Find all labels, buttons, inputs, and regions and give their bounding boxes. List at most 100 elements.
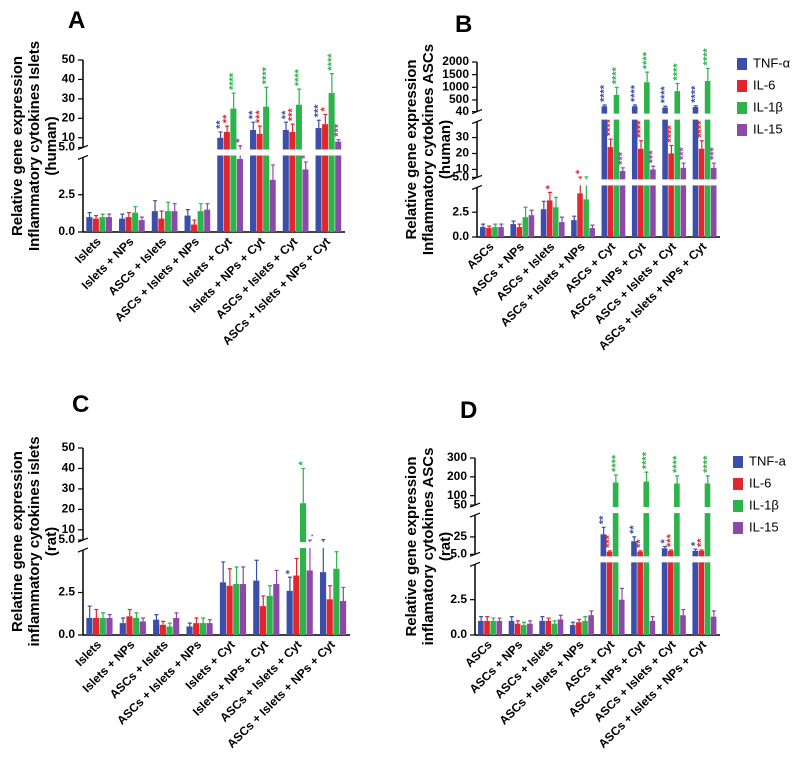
bar bbox=[486, 228, 492, 237]
bar bbox=[557, 619, 564, 635]
legend-swatch bbox=[733, 456, 743, 468]
bar bbox=[649, 620, 656, 635]
y-tick-label: 2.5 bbox=[450, 592, 467, 606]
y-tick-label: 1000 bbox=[442, 79, 469, 93]
bar bbox=[230, 108, 237, 232]
bar bbox=[644, 82, 650, 237]
y-tick-label: 0.0 bbox=[58, 224, 75, 238]
bar bbox=[618, 599, 625, 635]
y-tick-label: 25 bbox=[454, 529, 468, 543]
bar bbox=[539, 620, 545, 635]
significance-label: *** bbox=[617, 151, 629, 165]
error-bar bbox=[491, 617, 496, 621]
y-axis-title: (human) bbox=[43, 116, 60, 175]
significance-label: * bbox=[319, 106, 331, 111]
significance-label: **** bbox=[659, 85, 671, 103]
bar bbox=[559, 222, 565, 237]
error-bar bbox=[645, 71, 650, 83]
y-tick-label: 50 bbox=[62, 440, 76, 454]
bar bbox=[582, 620, 588, 635]
error-bar bbox=[522, 621, 526, 626]
axis-break-mark bbox=[471, 174, 483, 190]
y-tick-label: 30 bbox=[62, 91, 76, 105]
error-bar bbox=[590, 224, 595, 229]
y-tick-label: 2.5 bbox=[452, 204, 469, 218]
error-bar bbox=[529, 209, 534, 216]
error-bar bbox=[120, 213, 125, 219]
error-bar bbox=[257, 125, 262, 134]
error-bar bbox=[303, 161, 308, 170]
error-bar bbox=[699, 549, 704, 551]
error-bar bbox=[172, 203, 177, 212]
error-bar bbox=[481, 223, 486, 228]
error-bar bbox=[663, 105, 668, 108]
error-bar bbox=[139, 216, 144, 221]
legend-label: IL-1β bbox=[749, 497, 779, 512]
error-bar bbox=[201, 617, 206, 624]
bar bbox=[125, 217, 132, 232]
error-bar bbox=[264, 86, 269, 107]
y-tick-label: 2.5 bbox=[58, 187, 75, 201]
bar bbox=[295, 104, 302, 232]
legend-label: IL-6 bbox=[753, 77, 775, 92]
bar bbox=[315, 128, 322, 232]
bar bbox=[498, 227, 504, 237]
error-bar bbox=[134, 612, 139, 619]
bar bbox=[286, 590, 293, 635]
bar bbox=[139, 621, 146, 635]
bar bbox=[674, 91, 681, 237]
bar bbox=[119, 218, 126, 232]
y-tick-label: 40 bbox=[456, 104, 470, 118]
legend-swatch bbox=[733, 500, 743, 512]
bar bbox=[607, 147, 614, 237]
bar bbox=[126, 616, 133, 635]
y-tick-label: 1500 bbox=[442, 67, 469, 81]
y-tick-label: 50 bbox=[62, 52, 76, 66]
error-bar bbox=[231, 92, 236, 109]
bar bbox=[662, 107, 668, 237]
error-bar bbox=[234, 566, 239, 585]
significance-label: ** bbox=[628, 525, 640, 534]
bar bbox=[577, 193, 583, 237]
bar bbox=[668, 153, 674, 237]
bar bbox=[552, 207, 559, 237]
significance-label: . bbox=[304, 534, 316, 537]
bar bbox=[478, 620, 484, 635]
bar bbox=[86, 618, 93, 635]
error-bar bbox=[693, 548, 698, 551]
bar bbox=[698, 550, 705, 635]
bar bbox=[186, 626, 193, 635]
error-bar bbox=[497, 617, 502, 621]
error-bar bbox=[290, 123, 295, 132]
error-bar bbox=[681, 608, 686, 616]
axis-break bbox=[471, 113, 720, 120]
bar bbox=[133, 618, 140, 635]
error-bar bbox=[241, 566, 246, 585]
error-bar bbox=[479, 616, 484, 621]
error-bar bbox=[552, 620, 557, 624]
bar bbox=[322, 124, 329, 232]
error-bar bbox=[669, 549, 673, 551]
significance-label: **** bbox=[641, 51, 653, 69]
panel-label: C bbox=[72, 391, 89, 418]
error-bar bbox=[323, 113, 328, 125]
y-tick-label: 30 bbox=[456, 130, 470, 144]
panel-label: A bbox=[68, 7, 85, 34]
bar bbox=[667, 550, 674, 635]
error-bar bbox=[341, 586, 346, 602]
error-bar bbox=[141, 617, 146, 622]
y-tick-label: 40 bbox=[62, 72, 76, 86]
error-bar bbox=[101, 612, 106, 619]
significance-label: **** bbox=[610, 454, 622, 472]
axis-break bbox=[471, 179, 720, 186]
significance-label: * bbox=[284, 569, 296, 574]
error-bar bbox=[100, 213, 105, 218]
error-bar bbox=[699, 140, 704, 149]
significance-label: * bbox=[234, 138, 246, 143]
bar bbox=[540, 209, 547, 237]
y-tick-label: 200 bbox=[447, 469, 467, 483]
bar bbox=[571, 220, 577, 237]
error-bar bbox=[254, 559, 259, 581]
error-bar bbox=[227, 568, 232, 586]
y-axis-title: (rat) bbox=[43, 527, 60, 556]
